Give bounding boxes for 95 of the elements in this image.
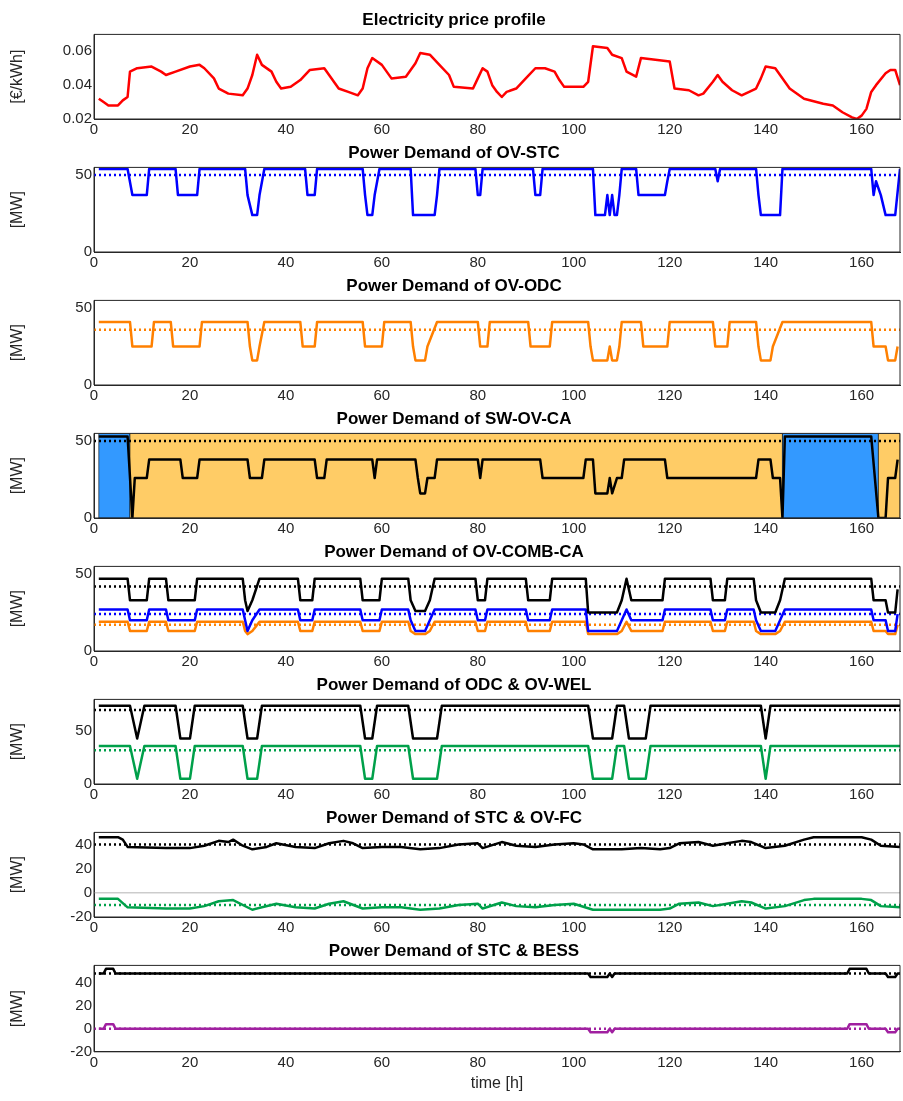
x-tick-label: 100 (561, 253, 587, 271)
x-tick-label: 80 (469, 785, 487, 803)
x-tick-label: 100 (561, 1052, 587, 1070)
x-tick-label: 60 (373, 386, 391, 404)
chart-title: Electricity price profile (362, 9, 546, 29)
x-tick-label: 80 (469, 918, 487, 936)
x-tick-label: 60 (373, 519, 391, 537)
chart-title: Power Demand of STC & BESS (328, 940, 580, 960)
chart-title: Power Demand of OV-ODC (346, 275, 562, 295)
x-tick-label: 60 (373, 918, 391, 936)
x-tick-label: 100 (561, 918, 587, 936)
chart-title: Power Demand of STC & OV-FC (326, 807, 582, 827)
x-tick-label: 100 (561, 785, 587, 803)
y-tick-label: 20 (75, 995, 92, 1013)
x-tick-label: 60 (373, 1052, 391, 1070)
y-tick-label: 0.06 (62, 41, 92, 59)
x-tick-label: 40 (277, 120, 295, 138)
x-tick-label: 60 (373, 785, 391, 803)
x-tick-label: 140 (753, 253, 779, 271)
x-tick-label: 120 (657, 1052, 683, 1070)
x-tick-label: 140 (753, 519, 779, 537)
y-tick-label: 50 (75, 431, 92, 449)
y-tick-label: 50 (75, 721, 92, 739)
x-tick-label: 120 (657, 785, 683, 803)
y-axis-title: [MW] (8, 989, 26, 1028)
x-tick-label: 140 (753, 386, 779, 404)
x-tick-label: 120 (657, 386, 683, 404)
chart-title: Power Demand of ODC & OV-WEL (316, 674, 592, 694)
x-tick-label: 160 (849, 918, 875, 936)
x-tick-label: 60 (373, 652, 391, 670)
y-axis-title: [MW] (8, 856, 26, 894)
y-tick-label: -20 (70, 1041, 92, 1059)
x-tick-label: 140 (753, 120, 779, 138)
x-tick-label: 80 (469, 386, 487, 404)
x-tick-label: 40 (277, 918, 295, 936)
x-tick-label: 40 (277, 386, 295, 404)
y-axis-title: [MW] (8, 590, 26, 628)
x-tick-label: 80 (469, 120, 487, 138)
x-tick-label: 20 (181, 253, 199, 271)
x-tick-label: 160 (849, 785, 875, 803)
y-tick-label: 50 (75, 298, 92, 316)
x-tick-label: 120 (657, 918, 683, 936)
x-tick-label: 60 (373, 120, 391, 138)
x-tick-label: 20 (181, 519, 199, 537)
y-axis-title: [MW] (8, 457, 26, 495)
x-tick-label: 140 (753, 918, 779, 936)
x-tick-label: 20 (181, 918, 199, 936)
x-tick-label: 120 (657, 253, 683, 271)
x-tick-label: 80 (469, 652, 487, 670)
x-tick-label: 140 (753, 652, 779, 670)
x-tick-label: 160 (849, 386, 875, 404)
y-tick-label: 0 (83, 1018, 92, 1036)
y-tick-label: 50 (75, 564, 92, 582)
y-tick-label: 20 (75, 858, 92, 876)
x-tick-label: 40 (277, 253, 295, 271)
x-tick-label: 80 (469, 253, 487, 271)
x-tick-label: 140 (753, 1052, 779, 1070)
x-tick-label: 100 (561, 652, 587, 670)
chart-title: Power Demand of OV-COMB-CA (324, 541, 584, 561)
x-tick-label: 40 (277, 652, 295, 670)
x-tick-label: 120 (657, 120, 683, 138)
x-tick-label: 20 (181, 1052, 199, 1070)
y-axis-title: [€/kWh] (8, 49, 26, 104)
chart-title: Power Demand of OV-STC (348, 142, 560, 162)
x-tick-label: 60 (373, 253, 391, 271)
x-tick-label: 120 (657, 652, 683, 670)
x-tick-label: 160 (849, 120, 875, 138)
x-tick-label: 40 (277, 785, 295, 803)
x-tick-label: 140 (753, 785, 779, 803)
x-tick-label: 40 (277, 1052, 295, 1070)
x-tick-label: 160 (849, 519, 875, 537)
x-tick-label: 20 (181, 785, 199, 803)
y-tick-label: 40 (75, 972, 92, 990)
y-tick-label: 50 (75, 165, 92, 183)
x-tick-label: 20 (181, 652, 199, 670)
y-axis-title: [MW] (8, 324, 26, 362)
x-tick-label: 80 (469, 519, 487, 537)
chart-title: Power Demand of SW-OV-CA (336, 408, 572, 428)
y-tick-label: 40 (75, 834, 92, 852)
x-tick-label: 100 (561, 120, 587, 138)
y-tick-label: 0 (83, 882, 92, 900)
y-tick-label: 0.04 (62, 75, 92, 93)
x-tick-label: 20 (181, 120, 199, 138)
x-tick-label: 100 (561, 519, 587, 537)
x-tick-label: 120 (657, 519, 683, 537)
x-tick-label: 160 (849, 652, 875, 670)
y-axis-title: [MW] (8, 723, 26, 761)
x-tick-label: 160 (849, 253, 875, 271)
x-tick-label: 160 (849, 1052, 875, 1070)
x-tick-label: 20 (181, 386, 199, 404)
x-tick-label: 80 (469, 1052, 487, 1070)
y-axis-title: [MW] (8, 191, 26, 229)
x-tick-label: 40 (277, 519, 295, 537)
x-tick-label: 100 (561, 386, 587, 404)
x-axis-title: time [h] (470, 1073, 524, 1091)
